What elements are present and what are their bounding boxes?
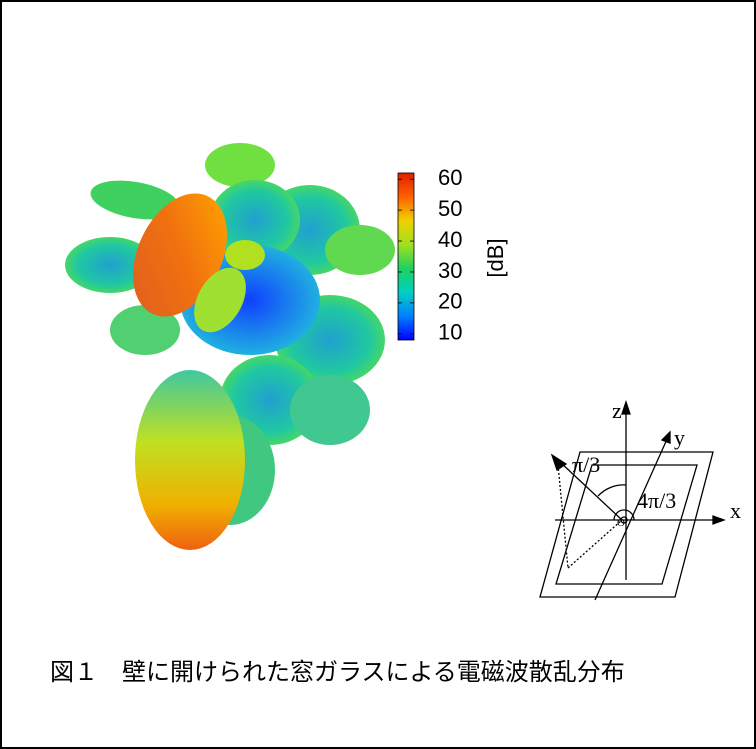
colorbar-tick-label: 20 [438,289,462,314]
colorbar-bar [398,173,414,340]
frame [1,1,755,748]
colorbar-tick-label: 60 [438,165,462,190]
figure: [dB] 10 20 30 40 50 60 z y x O π/3 4π/3 図１ 壁に… [0,0,756,749]
colorbar-tick-label: 40 [438,227,462,252]
axis-x: x [730,498,741,523]
caption: 図１ 壁に開けられた窓ガラスによる電磁波散乱分布 [50,659,625,686]
colorbar-tick-label: 50 [438,196,462,221]
axis-z: z [612,398,622,423]
colorbar-label: [dB] [483,238,508,277]
axis-y: y [674,425,685,450]
theta: π/3 [572,452,600,477]
origin: O [617,517,625,529]
phi: 4π/3 [637,488,676,513]
colorbar-tick-label: 10 [438,320,462,345]
colorbar-tick-label: 30 [438,258,462,283]
